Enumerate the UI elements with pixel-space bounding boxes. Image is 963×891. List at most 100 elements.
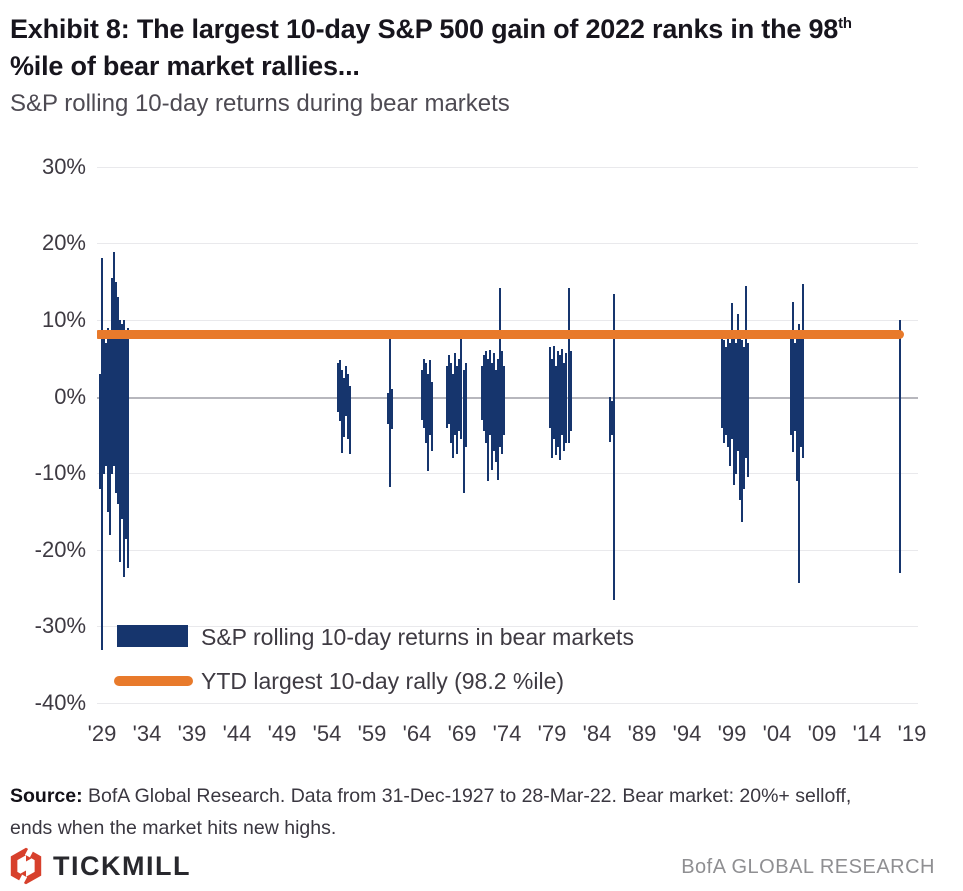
sp-rolling-return-bar (721, 335, 723, 428)
x-axis-tick-label: '59 (357, 721, 387, 746)
sp-rolling-return-bar (798, 324, 800, 584)
x-axis-tick-label: '89 (627, 721, 657, 746)
x-axis-tick-label: '39 (177, 721, 207, 746)
sp-rolling-return-bar (450, 362, 452, 443)
source-label: Source: (10, 785, 83, 807)
sp-rolling-return-bar (609, 397, 611, 443)
sp-rolling-return-bar (491, 362, 493, 470)
exhibit-title: Exhibit 8: The largest 10-day S&P 500 ga… (10, 6, 950, 85)
sp-rolling-return-bar (503, 366, 505, 436)
sp-rolling-return-bar (389, 338, 391, 487)
sp-rolling-return-bar (729, 343, 731, 466)
sp-rolling-return-bar (497, 358, 499, 480)
sp-rolling-return-bar (421, 370, 423, 420)
sp-rolling-return-bar (431, 381, 433, 451)
sp-rolling-return-bar (109, 331, 111, 535)
sp-rolling-return-bar (802, 283, 804, 459)
x-axis-tick-label: '84 (582, 721, 612, 746)
sp-rolling-return-bar (463, 370, 465, 493)
gridline (97, 243, 918, 244)
sp-rolling-return-bar (743, 347, 745, 489)
sp-rolling-return-bar (117, 297, 119, 505)
sp-rolling-return-bar (501, 351, 503, 455)
gridline (97, 397, 918, 399)
sp-rolling-return-bar (101, 257, 103, 650)
sp-rolling-return-bar (489, 349, 491, 436)
sp-rolling-return-bar (570, 351, 572, 432)
y-axis-tick-label: 0% (54, 384, 86, 409)
sp-rolling-return-bar (111, 278, 113, 474)
y-axis-tick-label: -20% (34, 537, 86, 562)
x-axis-tick-label: '74 (492, 721, 522, 746)
sp-rolling-return-bar (485, 351, 487, 443)
sp-rolling-return-bar (99, 374, 101, 489)
legend-series-label: S&P rolling 10-day returns in bear marke… (201, 624, 634, 650)
sp-rolling-return-bar (427, 374, 429, 472)
tickmill-hexagon-icon (10, 847, 42, 885)
x-axis-tick-label: '14 (852, 721, 882, 746)
ytd-rally-reference-line (97, 330, 904, 339)
sp-rolling-return-bar (800, 337, 802, 447)
sp-rolling-return-bar (796, 333, 798, 482)
sp-rolling-return-bar (727, 337, 729, 447)
sp-rolling-return-bar (563, 362, 565, 451)
chart-subtitle: S&P rolling 10-day returns during bear m… (10, 90, 510, 117)
sp-rolling-return-bar (341, 370, 343, 453)
sp-rolling-return-bar (565, 352, 567, 443)
sp-rolling-return-bar (555, 366, 557, 456)
sp-rolling-return-bar (125, 335, 127, 539)
sp-rolling-return-bar (347, 374, 349, 440)
gridline (97, 703, 918, 704)
sp-rolling-return-bar (725, 347, 727, 436)
y-axis-tick-label: 10% (41, 307, 86, 332)
sp-rolling-return-bar (126, 328, 129, 568)
x-axis-tick-label: '19 (897, 721, 927, 746)
sp-rolling-return-bar (557, 351, 559, 447)
source-text-line2: ends when the market hits new highs. (10, 817, 337, 839)
sp-rolling-return-bar (790, 335, 792, 436)
sp-rolling-return-bar (483, 354, 485, 432)
sp-rolling-return-bar (487, 358, 489, 482)
x-axis-tick-label: '54 (312, 721, 342, 746)
sp-rolling-return-bar (493, 352, 495, 451)
sp-rolling-return-bar (123, 320, 125, 577)
sp-rolling-return-bar (391, 389, 393, 430)
x-axis-tick-label: '69 (447, 721, 477, 746)
sp-rolling-return-bar (747, 343, 749, 478)
x-axis-tick-label: '79 (537, 721, 567, 746)
sp-rolling-return-bar (735, 343, 737, 474)
x-axis-tick-label: '94 (672, 721, 702, 746)
sp-rolling-return-bar (741, 339, 743, 522)
x-axis-tick-label: '34 (132, 721, 162, 746)
sp-rolling-return-bar (792, 302, 794, 453)
sp-rolling-return-bar (456, 366, 458, 455)
y-axis-tick-label: -30% (34, 613, 86, 638)
sp-rolling-return-bar (107, 328, 109, 512)
sp-rolling-return-bar (343, 377, 345, 437)
sp-rolling-return-bar (733, 335, 735, 486)
sp-rolling-return-bar (460, 338, 462, 440)
sp-rolling-return-bar (337, 362, 339, 413)
sp-rolling-return-bar (465, 362, 467, 447)
sp-rolling-return-bar (613, 294, 615, 600)
sp-rolling-return-bar (448, 354, 450, 424)
x-axis-tick-label: '49 (267, 721, 297, 746)
sp-rolling-return-bar (429, 360, 431, 436)
sp-rolling-return-bar (561, 348, 563, 436)
tickmill-wordmark: TICKMILL (53, 850, 191, 881)
exhibit-title-line2: %ile of bear market rallies... (10, 51, 360, 81)
gridline (97, 167, 918, 168)
sp-rolling-return-bar (121, 324, 123, 520)
x-axis-tick-label: '99 (717, 721, 747, 746)
x-axis-tick-label: '44 (222, 721, 252, 746)
sp-rolling-return-bar (446, 366, 448, 428)
sp-rolling-return-bar (499, 287, 501, 447)
sp-rolling-return-bar (899, 319, 901, 574)
bofa-global-research-label: BofA GLOBAL RESEARCH (681, 856, 935, 878)
x-axis-tick-label: '09 (807, 721, 837, 746)
gridline (97, 550, 918, 551)
y-axis-tick-label: -10% (34, 460, 86, 485)
sp-rolling-return-bar (568, 287, 570, 443)
sp-rolling-return-bar (339, 360, 341, 422)
